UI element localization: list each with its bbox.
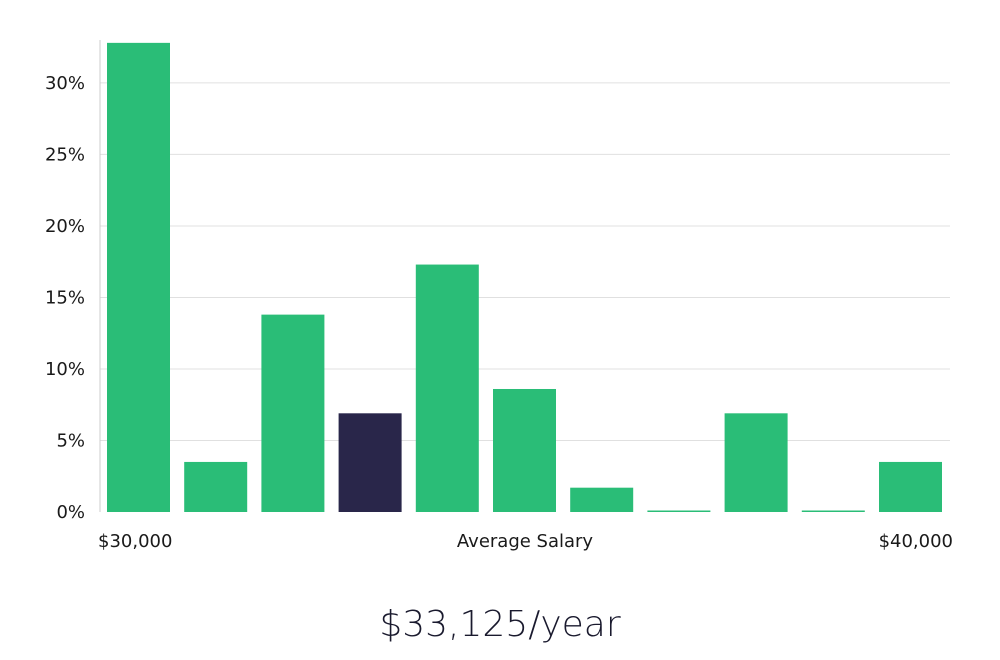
- y-tick-label: 20%: [45, 216, 85, 237]
- bar: [801, 510, 865, 512]
- y-tick-label: 10%: [45, 359, 85, 380]
- y-tick-labels: 0% 5% 10% 15% 20% 25% 30%: [45, 73, 85, 523]
- bar: [107, 42, 170, 513]
- y-tick-label: 15%: [45, 287, 85, 308]
- bar: [493, 388, 556, 512]
- bar: [261, 314, 325, 512]
- y-tick-label: 30%: [45, 73, 85, 94]
- x-start-label: $30,000: [98, 531, 172, 552]
- gridlines: [100, 82, 950, 441]
- average-salary-value: $33,125/year: [379, 604, 621, 645]
- y-tick-label: 0%: [56, 502, 85, 523]
- bar: [724, 413, 788, 512]
- x-end-label: $40,000: [879, 531, 953, 552]
- bar: [415, 264, 479, 512]
- bar: [184, 461, 248, 512]
- y-tick-label: 25%: [45, 144, 85, 165]
- x-axis-label: Average Salary: [457, 531, 594, 552]
- bar: [647, 510, 711, 512]
- bars: [107, 42, 942, 513]
- bar: [879, 461, 942, 512]
- bar-highlighted: [338, 413, 402, 512]
- y-tick-label: 5%: [56, 430, 85, 451]
- salary-histogram: 0% 5% 10% 15% 20% 25% 30% $30,000 Average Sala…: [45, 40, 953, 552]
- bar: [570, 487, 634, 512]
